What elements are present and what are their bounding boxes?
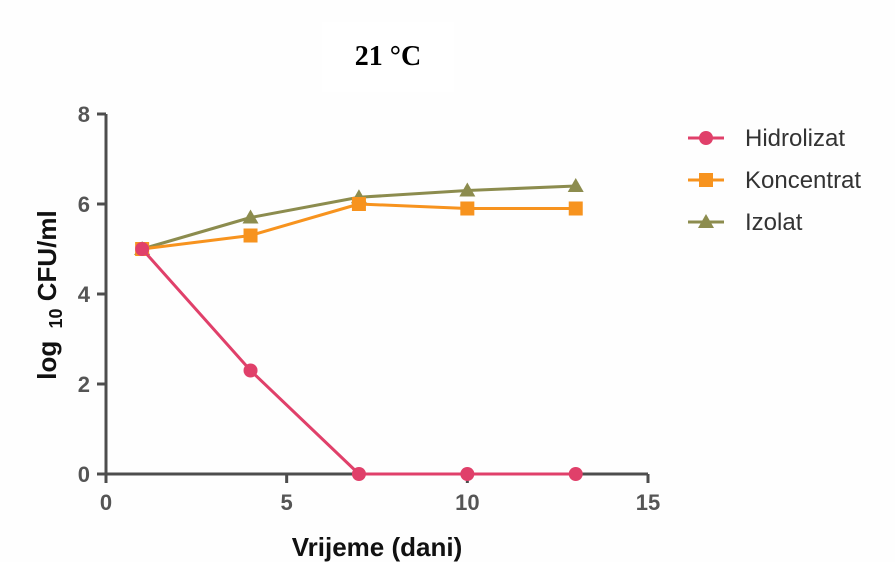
x-tick-label: 0 xyxy=(100,490,112,515)
legend-label: Koncentrat xyxy=(745,167,861,194)
y-axis-title-subscript: 10 xyxy=(46,308,66,328)
x-tick-label: 15 xyxy=(636,490,660,515)
legend-item: Izolat xyxy=(688,209,803,236)
data-point xyxy=(135,242,150,256)
x-axis-title: Vrijeme (dani) xyxy=(292,532,463,562)
x-tick-label: 5 xyxy=(281,490,293,515)
y-tick-label: 2 xyxy=(78,372,90,397)
y-axis-title: log 10 CFU/ml xyxy=(32,210,68,380)
series-izolat xyxy=(134,178,584,255)
data-point xyxy=(243,228,258,243)
y-axis-title-suffix: CFU/ml xyxy=(32,210,62,301)
data-point xyxy=(351,197,366,211)
data-point xyxy=(242,209,259,224)
legend-item: Hidrolizat xyxy=(688,125,845,152)
data-point xyxy=(568,201,583,216)
data-point xyxy=(243,363,258,378)
legend: Hidrolizat Koncentrat Izolat xyxy=(688,125,861,236)
series-line xyxy=(141,248,576,476)
legend-marker xyxy=(699,173,713,187)
legend-marker xyxy=(698,214,714,228)
series-layer xyxy=(134,178,584,481)
series-hidrolizat xyxy=(135,242,583,481)
legend-marker xyxy=(699,131,713,145)
data-point xyxy=(351,467,366,481)
y-tick-label: 0 xyxy=(78,462,90,487)
y-axis-title-prefix: log xyxy=(32,341,62,380)
data-point xyxy=(460,467,475,481)
y-tick-label: 6 xyxy=(78,192,90,217)
x-tick-label: 10 xyxy=(455,490,479,515)
legend-label: Hidrolizat xyxy=(745,125,845,152)
y-ticks: 0 2 4 6 8 xyxy=(78,102,106,487)
data-point xyxy=(567,178,584,192)
data-point xyxy=(568,467,583,481)
legend-item: Koncentrat xyxy=(688,167,861,194)
data-point xyxy=(460,201,475,216)
legend-label: Izolat xyxy=(745,209,803,236)
axes xyxy=(104,114,648,476)
chart-title: 21 °C xyxy=(322,22,454,92)
x-ticks: 0 5 10 15 xyxy=(100,474,660,515)
y-tick-label: 8 xyxy=(78,102,90,127)
data-point xyxy=(459,182,476,197)
y-tick-label: 4 xyxy=(78,282,91,307)
series-koncentrat xyxy=(135,197,583,256)
